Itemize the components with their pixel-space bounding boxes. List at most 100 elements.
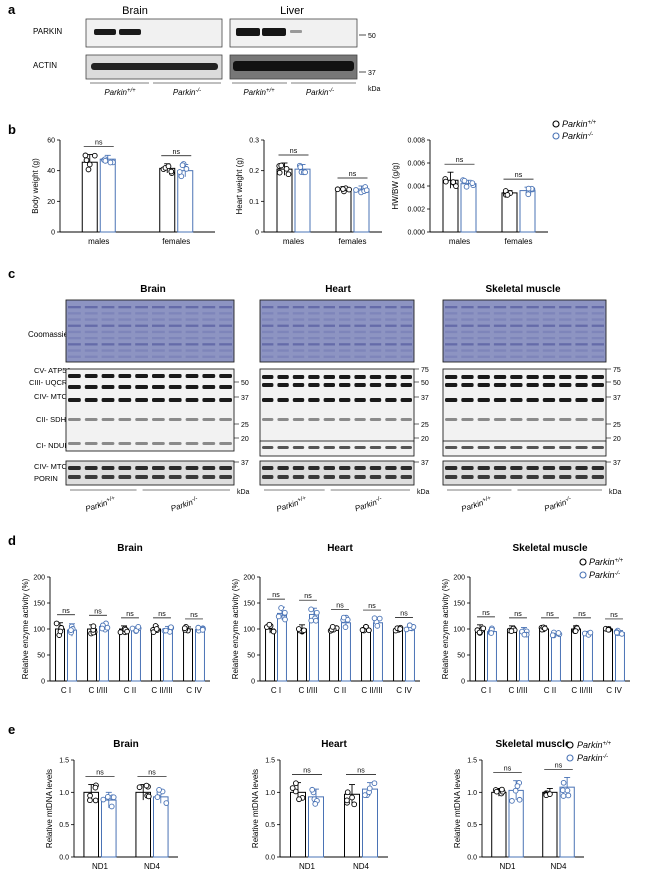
data-point <box>183 166 190 172</box>
y-tick-label: 0.2 <box>249 168 259 175</box>
band <box>202 374 216 378</box>
x-tick-label: C II <box>124 686 136 695</box>
bar <box>583 632 593 682</box>
band <box>202 442 216 445</box>
y-tick-label: 0.3 <box>249 138 259 145</box>
band <box>308 375 320 379</box>
x-tick-label: females <box>504 237 532 246</box>
tissue-label-heart: Heart <box>325 284 351 295</box>
kda-label: kDa <box>237 489 250 496</box>
band <box>135 374 148 378</box>
data-point <box>514 783 521 789</box>
y-tick-label: 0.5 <box>59 822 69 829</box>
bar <box>501 192 518 233</box>
bar <box>67 629 77 682</box>
band <box>219 442 232 445</box>
data-point <box>362 792 368 798</box>
data-point <box>443 178 449 185</box>
sig-label: ns <box>456 157 464 164</box>
band <box>542 375 556 379</box>
data-point <box>516 796 523 803</box>
data-point <box>509 798 515 804</box>
y-tick-label: 20 <box>47 199 55 206</box>
data-point <box>371 615 378 622</box>
bar <box>571 628 581 682</box>
marker-label: 25 <box>613 422 621 429</box>
bar <box>460 183 477 233</box>
x-tick-label: males <box>449 237 470 246</box>
genotype-label: Parkin-/- <box>543 496 573 513</box>
band <box>152 374 165 378</box>
bar <box>362 788 378 858</box>
data-point <box>313 617 319 624</box>
band <box>510 418 523 421</box>
data-point <box>296 796 302 803</box>
data-point <box>87 797 93 804</box>
y-tick-label: 1.5 <box>59 758 69 765</box>
blot-mtco1-porin <box>442 460 607 486</box>
band <box>369 375 382 379</box>
y-tick-label: 100 <box>243 627 255 634</box>
band <box>68 442 81 445</box>
label-civ: CIV- MTCO1 <box>34 392 77 401</box>
bar <box>265 628 276 682</box>
bar <box>341 622 351 682</box>
band <box>135 385 148 389</box>
svg-text:Parkin+/+: Parkin+/+ <box>589 557 624 567</box>
bar <box>539 628 549 682</box>
data-point <box>302 169 309 176</box>
marker-label: 25 <box>421 422 429 429</box>
tissue-label-skeletal-muscle: Skeletal muscle <box>485 284 560 295</box>
band <box>118 418 132 421</box>
blot-ndufb8 <box>442 440 607 457</box>
data-point <box>359 627 366 633</box>
band <box>308 398 320 402</box>
data-point <box>587 629 594 636</box>
band <box>526 398 539 402</box>
data-point <box>344 789 351 796</box>
panel-letter-b: b <box>8 122 16 137</box>
marker-label: 37 <box>241 460 249 467</box>
bar <box>99 625 109 682</box>
data-point <box>90 623 97 630</box>
bar <box>276 168 293 233</box>
y-tick-label: 60 <box>47 138 55 145</box>
sig-label: ns <box>96 770 104 777</box>
bar <box>177 170 194 233</box>
band <box>542 383 556 387</box>
band <box>262 375 274 379</box>
bar <box>353 188 370 233</box>
panel-letter-c: c <box>8 266 15 281</box>
svg-text:Parkin-/-: Parkin-/- <box>577 753 608 763</box>
row-label-parkin: PARKIN <box>33 27 62 36</box>
y-tick-label: 1.0 <box>59 790 69 797</box>
chart-title: Heart <box>321 739 347 750</box>
blot-mtco1-porin <box>259 460 415 486</box>
data-point <box>82 152 89 159</box>
band <box>118 398 132 402</box>
label-ciii: CIII- UQCRC2 <box>29 378 77 387</box>
band <box>461 383 474 387</box>
data-point <box>163 800 170 806</box>
bar <box>297 628 308 682</box>
band <box>339 383 351 387</box>
y-tick-label: 0.008 <box>407 138 425 145</box>
data-point <box>374 622 381 629</box>
data-point <box>525 185 532 192</box>
band <box>94 29 116 35</box>
x-tick-label: ND4 <box>550 862 567 871</box>
bar <box>294 168 311 233</box>
data-point <box>176 169 183 175</box>
band <box>385 398 397 402</box>
data-point <box>53 620 60 627</box>
data-point <box>555 630 562 636</box>
marker-label: 75 <box>421 367 429 374</box>
band <box>292 398 305 402</box>
x-tick-label: ND1 <box>499 862 516 871</box>
band <box>101 374 115 378</box>
data-point <box>266 621 273 628</box>
chart-brain-mtdna: Brain 0.0 0.5 1.0 1.5 Relative mtDNA levels ND… <box>45 739 178 871</box>
bar <box>159 167 176 233</box>
data-point <box>542 625 548 632</box>
